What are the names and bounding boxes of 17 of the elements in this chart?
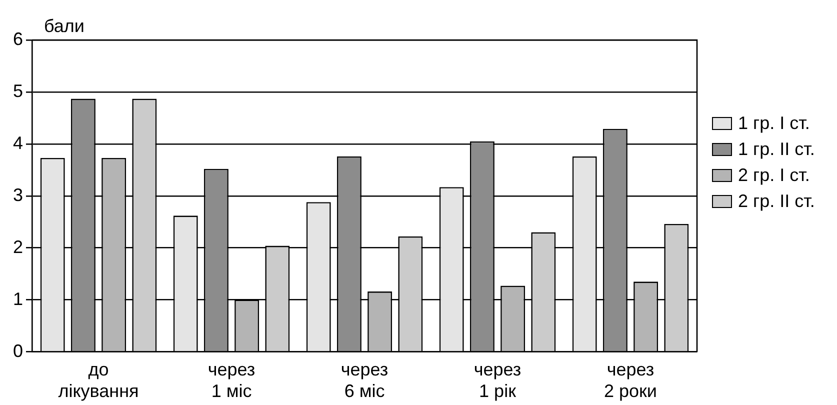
y-tick-label: 5 <box>12 80 24 101</box>
x-tick-label: через 1 рік <box>474 360 522 402</box>
y-tick-label: 3 <box>12 184 24 205</box>
y-tick-label: 6 <box>12 28 24 49</box>
y-axis-title: бали <box>44 16 84 36</box>
y-tick-label: 0 <box>12 340 24 361</box>
x-tick-label: через 6 міс <box>340 360 388 402</box>
y-tick-label: 4 <box>12 132 24 153</box>
y-tick-label: 2 <box>12 236 24 257</box>
legend-label: 2 гр. II ст. <box>738 190 815 212</box>
legend-label: 2 гр. I ст. <box>738 164 810 186</box>
legend-label: 1 гр. II ст. <box>738 138 815 160</box>
x-tick-label: до лікування <box>58 360 139 402</box>
x-tick-label: через 1 міс <box>208 360 256 402</box>
legend-label: 1 гр. I ст. <box>738 112 810 134</box>
y-tick-label: 1 <box>12 288 24 309</box>
x-tick-label: через 2 роки <box>604 360 657 402</box>
